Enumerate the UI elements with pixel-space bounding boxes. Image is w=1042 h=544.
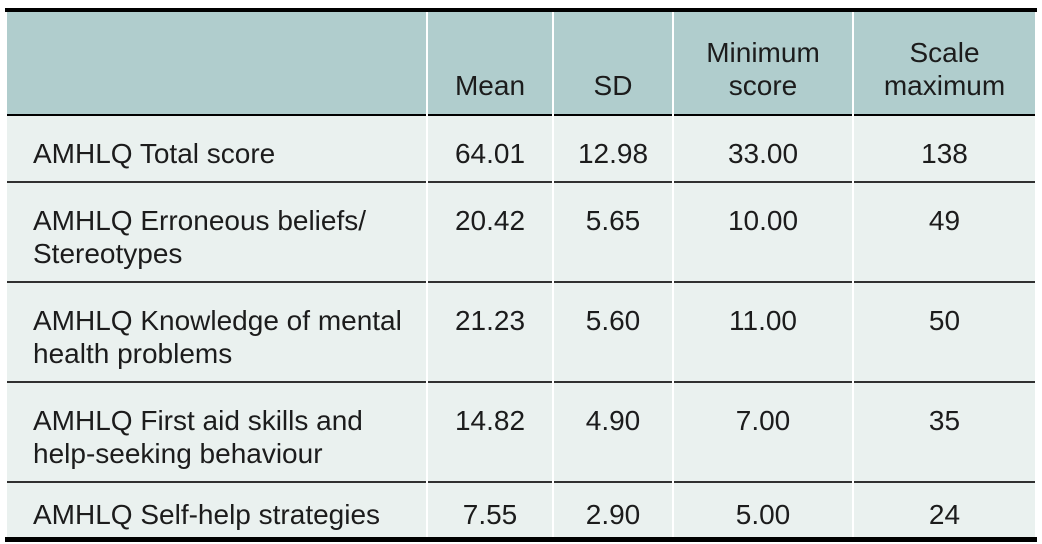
mean-value-cell: 64.01 [428, 116, 552, 183]
scale-maximum-cell: 24 [854, 483, 1035, 537]
minimum-score-cell: 5.00 [674, 483, 852, 537]
table-row: AMHLQ Erroneous beliefs/ Stereotypes 20.… [7, 183, 1035, 283]
scale-maximum-cell: 50 [854, 283, 1035, 383]
sd-value-cell: 12.98 [554, 116, 672, 183]
table-row: AMHLQ Total score 64.01 12.98 33.00 138 [7, 116, 1035, 183]
mean-value-cell: 21.23 [428, 283, 552, 383]
sd-value-cell: 4.90 [554, 383, 672, 483]
table-row: AMHLQ First aid skills and help-seeking … [7, 383, 1035, 483]
row-label-cell: AMHLQ Self-help strategies [7, 483, 426, 537]
row-label-cell: AMHLQ Knowledge of mental health problem… [7, 283, 426, 383]
mean-value-cell: 20.42 [428, 183, 552, 283]
minimum-score-cell: 11.00 [674, 283, 852, 383]
row-label-cell: AMHLQ Erroneous beliefs/ Stereotypes [7, 183, 426, 283]
minimum-score-cell: 7.00 [674, 383, 852, 483]
scale-maximum-cell: 138 [854, 116, 1035, 183]
sd-value-cell: 2.90 [554, 483, 672, 537]
sd-value-cell: 5.60 [554, 283, 672, 383]
col-header-scale-maximum: Scale maximum [854, 12, 1035, 116]
minimum-score-cell: 33.00 [674, 116, 852, 183]
col-header-sd: SD [554, 12, 672, 116]
col-header-minimum-score: Minimum score [674, 12, 852, 116]
table-row: AMHLQ Knowledge of mental health problem… [7, 283, 1035, 383]
mean-value-cell: 14.82 [428, 383, 552, 483]
scale-maximum-cell: 35 [854, 383, 1035, 483]
col-header-empty [7, 12, 426, 116]
row-label-cell: AMHLQ First aid skills and help-seeking … [7, 383, 426, 483]
sd-value-cell: 5.65 [554, 183, 672, 283]
table-row: AMHLQ Self-help strategies 7.55 2.90 5.0… [7, 483, 1035, 537]
row-label-cell: AMHLQ Total score [7, 116, 426, 183]
amhlq-descriptives-table: Mean SD Minimum score Scale maximum AMHL… [5, 8, 1037, 542]
table-header-row: Mean SD Minimum score Scale maximum [7, 12, 1035, 116]
scale-maximum-cell: 49 [854, 183, 1035, 283]
col-header-mean: Mean [428, 12, 552, 116]
minimum-score-cell: 10.00 [674, 183, 852, 283]
mean-value-cell: 7.55 [428, 483, 552, 537]
